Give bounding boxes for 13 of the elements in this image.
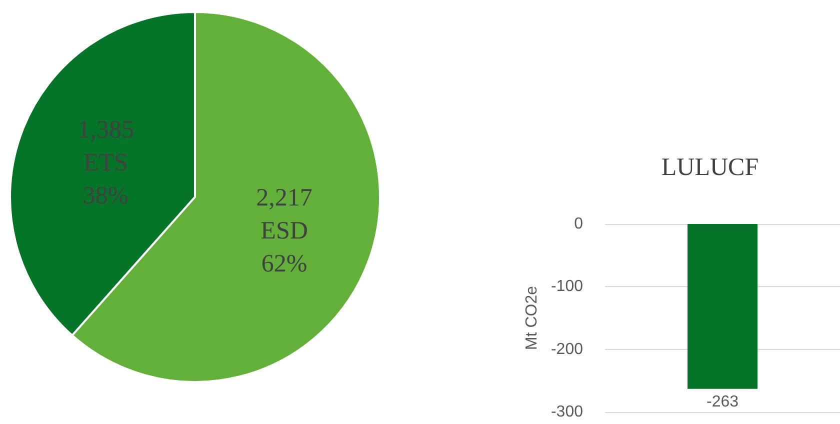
y-axis-title: Mt CO2e — [524, 286, 541, 350]
y-tick-label: -100 — [550, 278, 584, 296]
y-tick-label: -300 — [550, 404, 584, 420]
chart-title: LULUCF — [661, 154, 759, 181]
y-tick-label: -200 — [550, 340, 584, 358]
data-label: 2,217 — [256, 184, 312, 212]
slice-label: ETS — [83, 150, 128, 177]
y-tick-label: 0 — [574, 216, 584, 232]
slice-label: ESD — [260, 217, 308, 244]
text: 38% — [82, 182, 129, 210]
text: 62% — [261, 250, 308, 278]
data-label: 1,385 — [78, 116, 134, 144]
data-label: -263 — [706, 393, 739, 410]
